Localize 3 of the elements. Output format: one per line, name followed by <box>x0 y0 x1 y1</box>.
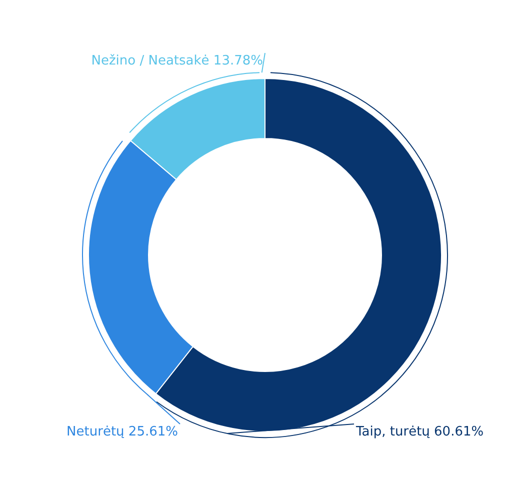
slice-label: Neturėtų 25.61% <box>66 424 178 440</box>
slice-label: Taip, turėtų 60.61% <box>355 424 484 440</box>
slice-label: Nežino / Neatsakė 13.78% <box>91 53 263 68</box>
